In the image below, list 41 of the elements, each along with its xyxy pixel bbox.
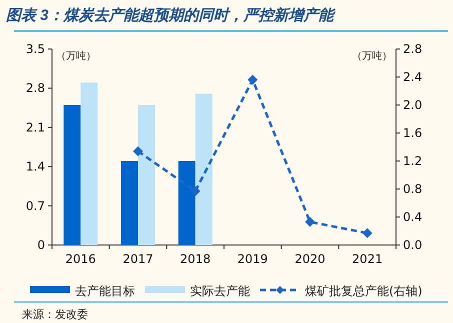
- y-axis-title: （万吨）: [56, 50, 96, 62]
- x-tick-label: 2021: [352, 252, 383, 266]
- bar: [138, 105, 155, 245]
- bar: [80, 82, 98, 245]
- y2-tick-label: 1.6: [403, 126, 422, 140]
- point: [305, 216, 315, 227]
- x-tick-label: 2016: [65, 252, 96, 266]
- y-tick-label: 3.5: [26, 42, 45, 56]
- source-note: 来源：发改委: [22, 308, 88, 321]
- point: [362, 228, 372, 238]
- point: [248, 74, 258, 85]
- y-tick-label: 1.4: [26, 160, 45, 174]
- legend-label: 煤矿批复总产能(右轴): [305, 284, 422, 298]
- y2-tick-label: 0.4: [403, 210, 422, 224]
- legend: 实际去产能: [145, 284, 250, 298]
- x-tick-label: 2018: [180, 252, 211, 266]
- x-tick-label: 2019: [237, 252, 268, 266]
- y-tick-label: 0: [37, 238, 45, 252]
- bar: [195, 94, 212, 245]
- y2-tick-label: 0.8: [403, 182, 422, 196]
- x-tick-label: 2017: [122, 252, 154, 266]
- y2-axis-title: （万吨）: [352, 50, 392, 62]
- legend: 煤矿批复总产能(右轴): [260, 284, 422, 298]
- y-tick-label: 2.1: [26, 120, 45, 134]
- y2-tick-label: 2.8: [403, 42, 422, 56]
- y2-tick-label: 1.2: [403, 154, 422, 168]
- y2-tick-label: 0.0: [403, 238, 422, 252]
- bar: [121, 161, 138, 245]
- legend: 去产能目标: [30, 284, 135, 298]
- bar: [64, 105, 81, 245]
- legend-label: 去产能目标: [75, 284, 135, 298]
- x-tick-label: 2020: [294, 252, 326, 266]
- bar: [178, 161, 196, 245]
- y-tick-label: 0.7: [26, 198, 45, 213]
- point: [190, 186, 200, 196]
- point: [133, 146, 143, 156]
- y-tick-label: 2.8: [26, 81, 45, 96]
- y2-tick-label: 2.0: [403, 98, 422, 112]
- chart-title: 图表 3：煤炭去产能超预期的同时，严控新增产能: [6, 6, 337, 24]
- legend-label: 实际去产能: [190, 284, 250, 298]
- y2-tick-label: 2.4: [403, 70, 422, 84]
